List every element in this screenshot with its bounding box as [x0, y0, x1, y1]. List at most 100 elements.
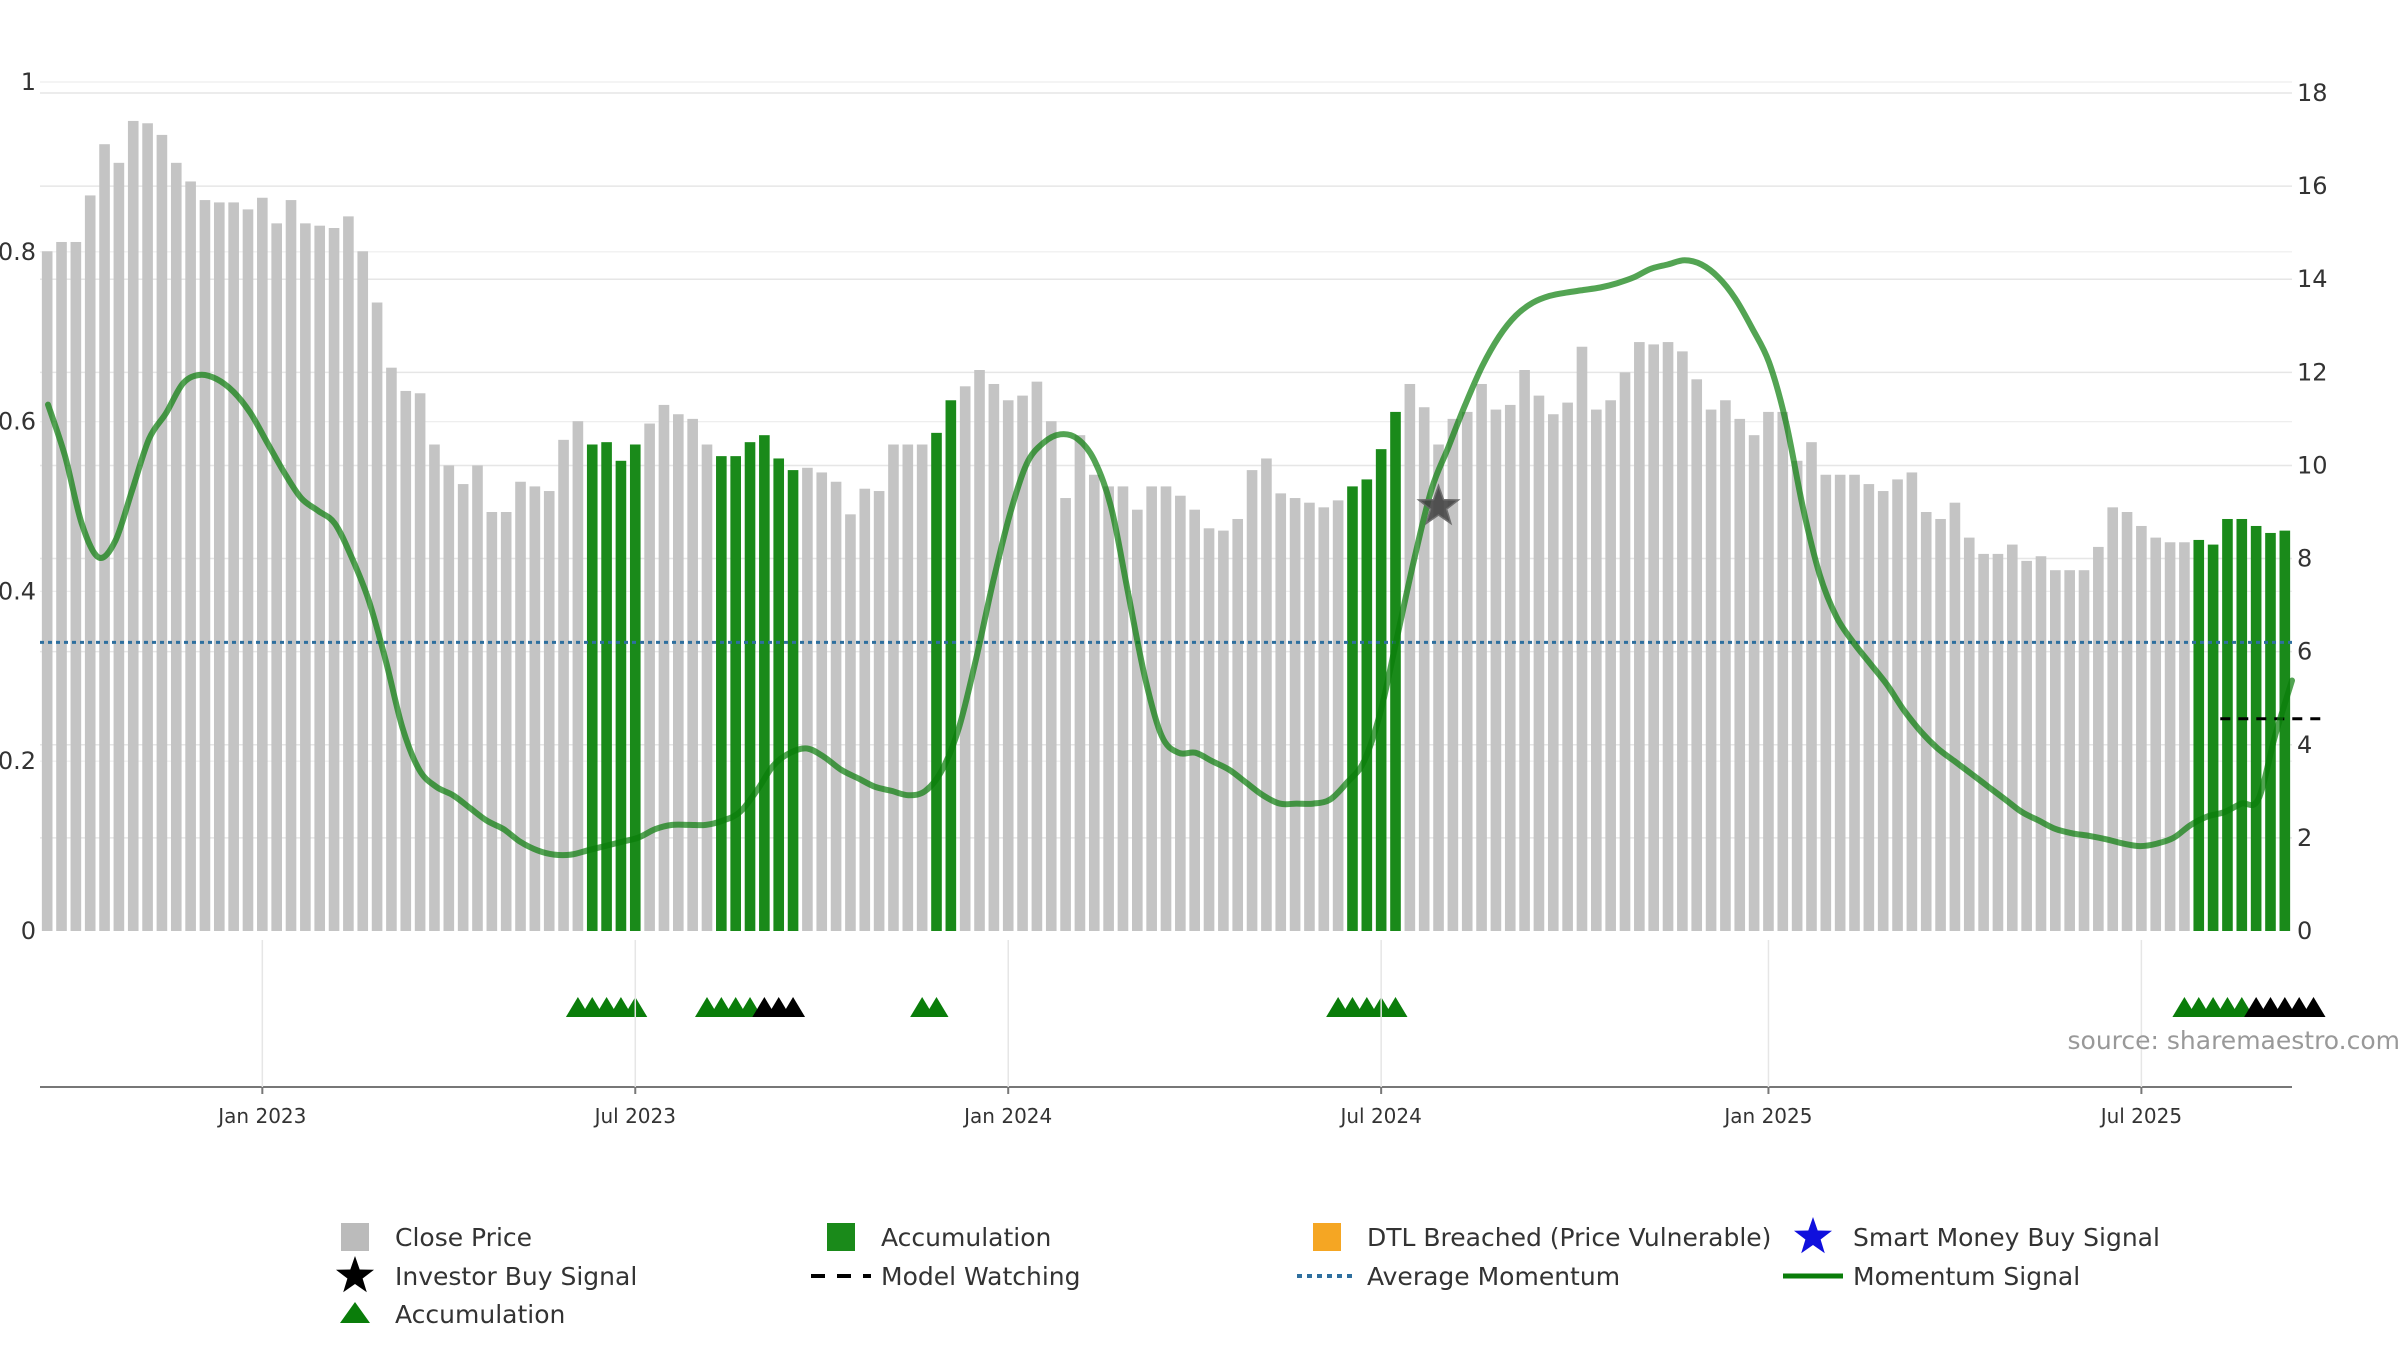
legend-symbol	[341, 1223, 369, 1251]
close-price-bar	[1519, 370, 1530, 931]
right-axis: 0 2 4 6 8 10 12 14 16 18	[2297, 79, 2328, 945]
close-price-bar	[859, 488, 871, 931]
legend-label: Accumulation	[881, 1223, 1051, 1252]
x-tick-label: Jul 2024	[1338, 1104, 1421, 1128]
close-price-bar	[1906, 472, 1918, 931]
right-tick-label: 14	[2297, 265, 2328, 293]
legend-item-accum-tri: Accumulation	[340, 1300, 565, 1329]
close-price-bar	[343, 216, 354, 932]
close-price-bar	[1591, 409, 1602, 932]
left-axis: 0 0.2 0.4 0.6 0.8 1	[0, 68, 36, 945]
x-tick-label: Jul 2023	[593, 1104, 676, 1128]
accumulation-bar	[2250, 525, 2262, 931]
close-price-bar	[701, 444, 713, 931]
legend-item-dtl: DTL Breached (Price Vulnerable)	[1313, 1223, 1771, 1252]
close-price-bar	[1418, 407, 1430, 931]
close-price-bar	[916, 444, 928, 931]
close-price-bar	[1791, 460, 1803, 931]
close-price-bar	[70, 241, 82, 931]
close-price-bar	[429, 444, 440, 931]
close-price-bar	[386, 367, 397, 932]
close-price-bar	[1175, 495, 1186, 931]
close-price-bar	[1978, 553, 1989, 931]
close-price-bar	[1203, 528, 1215, 931]
close-price-bar	[2179, 542, 2190, 931]
legend-item-avgmom: Average Momentum	[1297, 1262, 1620, 1291]
close-price-bar	[1562, 402, 1573, 931]
momentum-signal-path	[45, 257, 2295, 859]
close-price-bar	[1088, 474, 1100, 931]
close-price-bar	[1060, 498, 1071, 931]
close-price-bar	[988, 383, 1000, 931]
legend-symbol	[1794, 1217, 1832, 1254]
close-price-bar	[2006, 544, 2018, 931]
legend-label: Average Momentum	[1367, 1262, 1620, 1291]
close-price-bar	[1576, 346, 1588, 931]
close-price-bar	[1849, 474, 1860, 931]
accumulation-bar	[773, 458, 785, 931]
close-price-bar	[1662, 342, 1674, 931]
close-price-bar	[285, 200, 297, 932]
x-tick-label: Jan 2023	[216, 1104, 306, 1128]
close-price-bar	[156, 134, 168, 931]
legend-label: Momentum Signal	[1853, 1262, 2080, 1291]
close-price-bar	[1447, 418, 1459, 931]
close-price-bar	[1232, 518, 1244, 931]
accumulation-bar	[1375, 449, 1387, 931]
x-tick-label: Jul 2025	[2099, 1104, 2182, 1128]
close-price-bar	[658, 404, 670, 931]
right-tick-label: 12	[2297, 358, 2328, 386]
momentum-signal-line	[45, 257, 2295, 859]
accumulation-bar	[945, 400, 957, 931]
accumulation-bar	[586, 444, 598, 931]
close-price-bar	[515, 481, 526, 931]
close-price-bar	[2093, 546, 2104, 931]
close-price-bar	[1289, 498, 1301, 931]
close-price-bars	[41, 120, 2291, 932]
legend-symbol	[1313, 1223, 1341, 1251]
close-price-bar	[371, 302, 383, 931]
close-price-bar	[113, 162, 125, 932]
right-tick-label: 4	[2297, 731, 2312, 759]
close-price-bar	[1404, 383, 1416, 931]
close-price-bar	[672, 414, 684, 931]
legend-item-momentum: Momentum Signal	[1783, 1262, 2080, 1291]
accumulation-triangle	[924, 997, 949, 1017]
right-tick-label: 6	[2297, 638, 2312, 666]
close-price-bar	[1920, 512, 1932, 931]
right-tick-label: 18	[2297, 79, 2328, 107]
close-price-bar	[199, 200, 211, 932]
left-tick-label: 0	[21, 917, 36, 945]
accumulation-bar	[615, 460, 627, 931]
right-tick-label: 8	[2297, 545, 2312, 573]
close-price-bar	[572, 421, 584, 931]
legend: Close Price Accumulation DTL Breached (Pri…	[336, 1217, 2160, 1329]
close-price-bar	[1318, 507, 1330, 931]
accumulation-bar	[2193, 539, 2205, 931]
left-tick-label: 1	[21, 68, 36, 96]
left-tick-label: 0.2	[0, 747, 36, 775]
close-price-bar	[1332, 500, 1344, 931]
close-price-bar	[242, 209, 254, 931]
close-price-bar	[1547, 414, 1559, 931]
close-price-bar	[2121, 512, 2133, 931]
close-price-bar	[1304, 502, 1315, 931]
left-tick-label: 0.6	[0, 408, 36, 436]
close-price-bar	[1820, 474, 1832, 931]
legend-symbol	[340, 1302, 370, 1323]
right-tick-label: 0	[2297, 917, 2312, 945]
legend-label: Smart Money Buy Signal	[1853, 1223, 2160, 1252]
close-price-bar	[1160, 486, 1172, 931]
close-price-bar	[84, 195, 96, 931]
accumulation-triangle	[1383, 997, 1408, 1017]
close-price-bar	[1017, 395, 1028, 932]
accumulation-bar	[2207, 544, 2219, 931]
close-price-bar	[41, 251, 53, 932]
close-price-bar	[328, 228, 340, 931]
accumulation-bar	[744, 442, 756, 931]
close-price-bar	[2064, 570, 2075, 931]
close-price-bar	[1648, 344, 1660, 931]
close-price-bar	[1504, 404, 1516, 931]
close-price-bar	[1634, 342, 1645, 931]
